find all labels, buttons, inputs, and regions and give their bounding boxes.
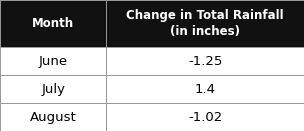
Text: -1.25: -1.25 [188, 55, 223, 68]
Bar [106, 47, 304, 75]
Bar [0, 0, 106, 47]
Text: June: June [39, 55, 68, 68]
Text: Change in Total Rainfall
(in inches): Change in Total Rainfall (in inches) [126, 9, 284, 38]
Bar [0, 75, 106, 103]
Bar [0, 47, 106, 75]
Text: -1.02: -1.02 [188, 111, 222, 124]
Text: July: July [41, 83, 65, 96]
Text: Month: Month [32, 17, 74, 30]
Text: August: August [30, 111, 77, 124]
Bar [0, 103, 106, 131]
Bar [106, 0, 304, 47]
Bar [106, 75, 304, 103]
Text: 1.4: 1.4 [195, 83, 216, 96]
Bar [106, 103, 304, 131]
